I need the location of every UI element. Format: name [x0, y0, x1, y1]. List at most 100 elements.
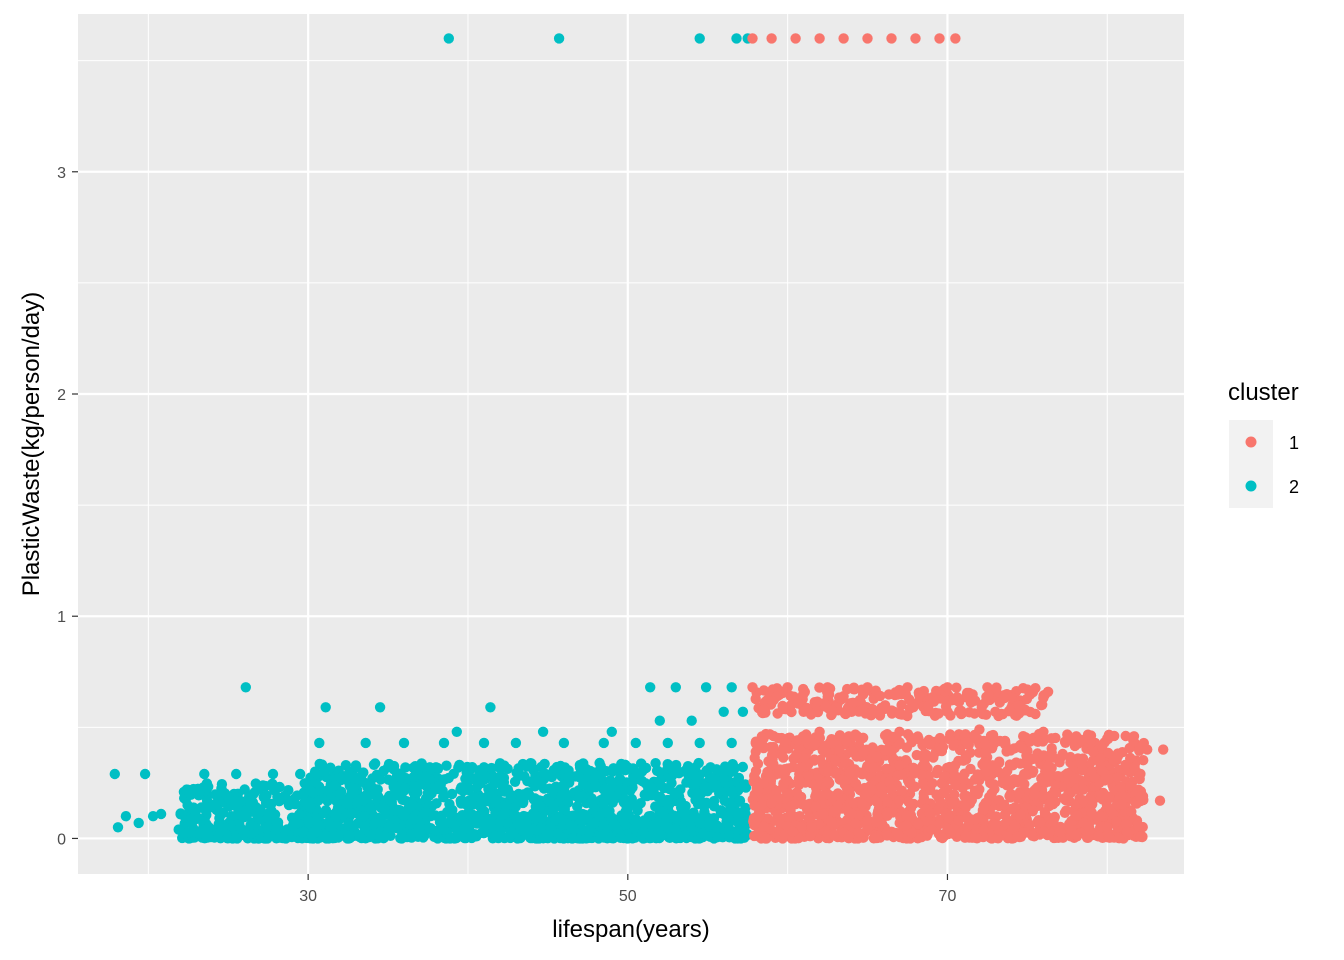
cluster-2-point [655, 774, 666, 785]
cluster-2-point [679, 806, 691, 817]
cluster-1-point [1120, 759, 1131, 770]
cluster-2-point [438, 737, 450, 749]
cluster-2-point [344, 830, 355, 841]
cluster-2-point [398, 794, 409, 805]
cluster-2-point [598, 819, 609, 830]
cluster-2-point [263, 808, 275, 819]
cluster-1-point [980, 766, 992, 777]
cluster-2-point [737, 761, 748, 773]
cluster-1-point [966, 814, 977, 825]
cluster-2-point [487, 781, 498, 792]
cluster-2-point [558, 737, 570, 749]
cluster-1-point [862, 815, 873, 826]
cluster-1-point [797, 731, 809, 742]
cluster-2-point [497, 810, 508, 821]
cluster-1-point [793, 773, 805, 784]
cluster-1-point [950, 779, 961, 791]
cluster-2-point [412, 787, 423, 798]
cluster-2-point [552, 828, 563, 839]
cluster-1-point [778, 752, 789, 763]
cluster-2-point [519, 771, 530, 782]
cluster-1-point [960, 830, 972, 842]
cluster-2-point [708, 795, 720, 807]
cluster-1-point [779, 736, 790, 747]
cluster-2-point [458, 785, 469, 797]
cluster-1-point [1044, 797, 1056, 809]
cluster-2-point [654, 715, 665, 726]
cluster-2-point [700, 682, 712, 693]
cluster-1-point [747, 682, 758, 693]
cluster-2-point [299, 796, 311, 807]
cluster-1-point [822, 682, 833, 693]
cluster-2-point [430, 783, 441, 794]
cluster-2-point [194, 828, 205, 840]
axes: 30 50 70 0 1 2 3 [57, 165, 956, 905]
legend-title: cluster [1228, 379, 1299, 406]
legend-key-2-swatch [1245, 480, 1257, 492]
cluster-1-point [1016, 743, 1028, 754]
cluster-2-point [438, 791, 449, 802]
cluster-1-point [857, 769, 868, 780]
cluster-2-point [444, 816, 456, 828]
cluster-1-point [942, 682, 953, 693]
cluster-1-point [938, 787, 949, 799]
x-axis-title: lifespan(years) [552, 916, 709, 943]
cluster-2-point [552, 811, 564, 823]
cluster-1-point [986, 788, 997, 799]
x-tick-label: 30 [299, 888, 317, 905]
cluster-1-point [824, 777, 835, 789]
cluster-2-point [537, 726, 549, 737]
cluster-1-point [932, 764, 944, 776]
cluster-2-point [532, 775, 543, 787]
cluster-1-point [791, 787, 803, 798]
cluster-1-point [856, 798, 868, 809]
cluster-2-point [615, 832, 626, 843]
cluster-1-point [1121, 826, 1133, 837]
cluster-1-point [1034, 817, 1046, 828]
cluster-1-point [927, 778, 938, 789]
cluster-1-point [862, 33, 873, 44]
data-points [109, 33, 1169, 844]
cluster-1-point [928, 696, 940, 707]
cluster-2-point [320, 702, 331, 713]
cluster-2-point [670, 682, 681, 693]
cluster-1-point [817, 745, 828, 756]
cluster-2-point [718, 706, 729, 717]
cluster-2-point [489, 830, 501, 842]
cluster-2-point [173, 824, 184, 835]
cluster-1-point [914, 690, 925, 701]
cluster-1-point [772, 809, 783, 820]
cluster-1-point [830, 768, 841, 779]
cluster-1-point [753, 785, 764, 796]
cluster-2-point [567, 833, 578, 844]
cluster-1-point [882, 809, 893, 821]
cluster-1-point [767, 696, 778, 707]
cluster-1-point [822, 788, 833, 800]
x-tick-label: 50 [619, 888, 637, 905]
cluster-1-point [1054, 757, 1065, 768]
cluster-1-point [1014, 788, 1025, 800]
cluster-2-point [694, 817, 705, 829]
cluster-2-point [402, 804, 414, 815]
cluster-2-point [248, 788, 259, 799]
cluster-1-point [847, 697, 859, 708]
cluster-2-point [343, 819, 354, 831]
cluster-2-point [192, 783, 203, 795]
cluster-1-point [1050, 787, 1062, 799]
cluster-2-point [112, 822, 124, 833]
cluster-2-point [694, 33, 705, 44]
cluster-1-point [809, 801, 821, 812]
cluster-1-point [1027, 805, 1039, 816]
cluster-1-point [902, 682, 913, 693]
cluster-2-point [271, 824, 282, 835]
cluster-2-point [420, 807, 432, 818]
cluster-1-point [801, 799, 812, 810]
cluster-2-point [345, 808, 356, 819]
cluster-1-point [1083, 821, 1095, 832]
cluster-2-point [526, 762, 538, 773]
cluster-2-point [396, 831, 407, 843]
cluster-2-point [377, 802, 389, 813]
cluster-2-point [287, 820, 298, 832]
cluster-1-point [951, 682, 962, 693]
cluster-2-point [474, 800, 485, 811]
